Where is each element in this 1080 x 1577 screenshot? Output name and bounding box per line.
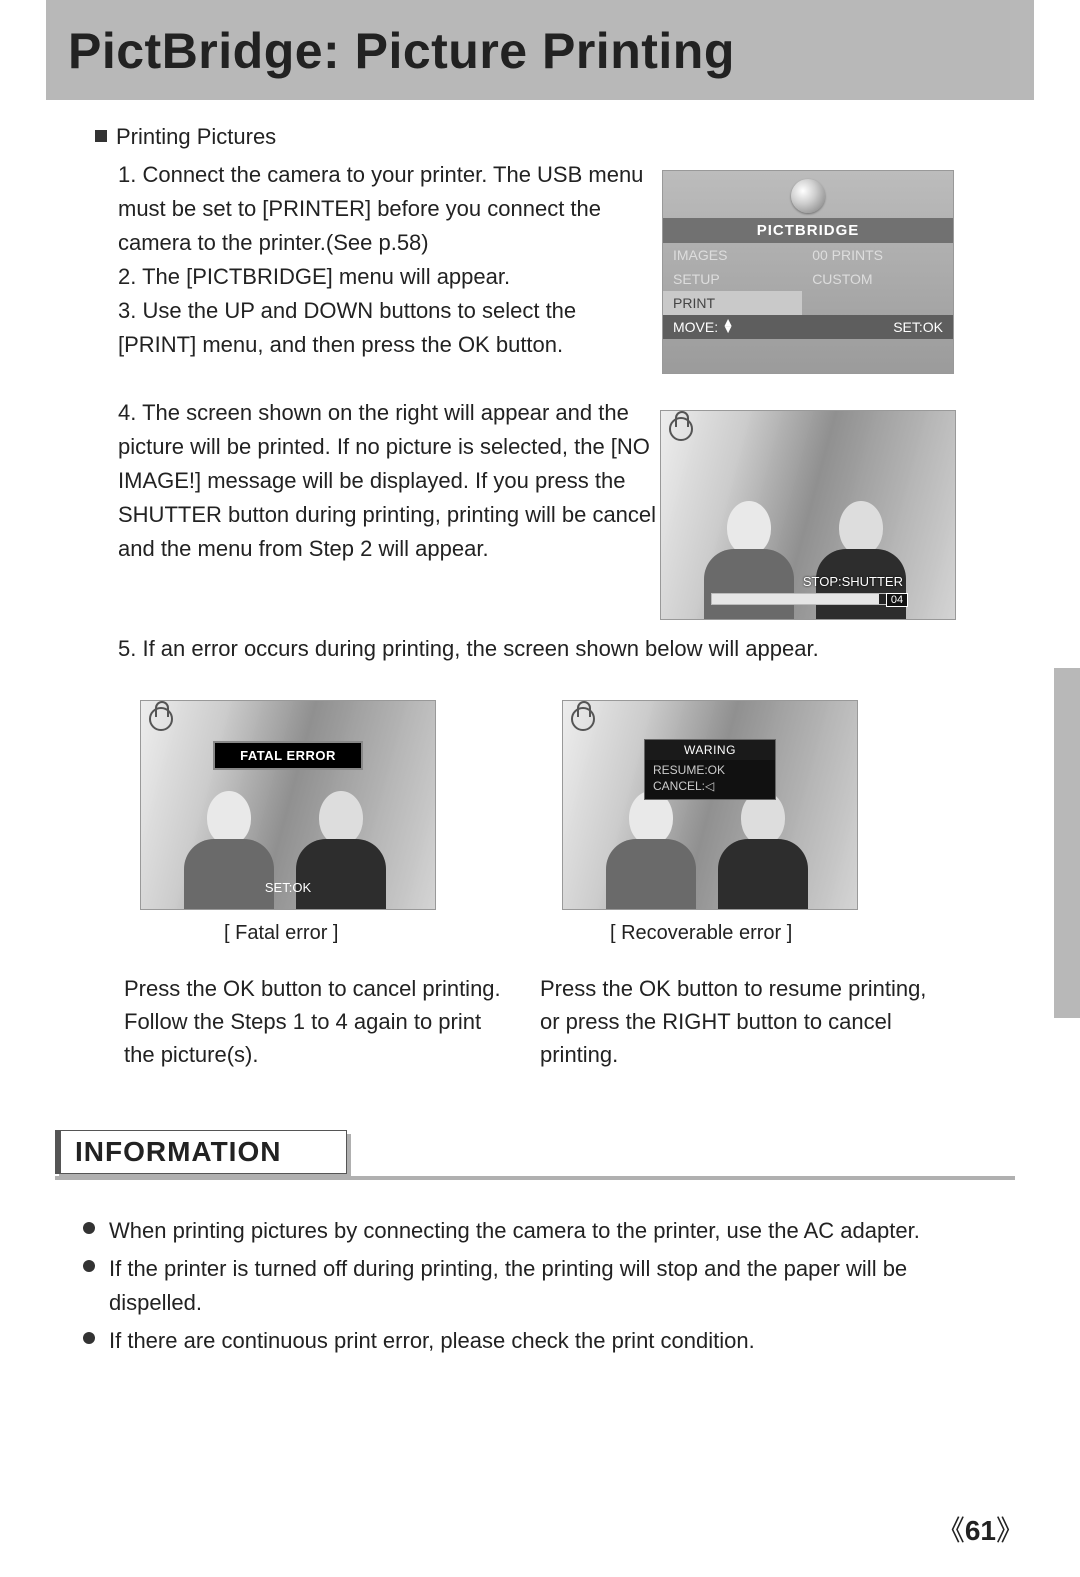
person-silhouette [741,791,785,909]
fatal-error-title: FATAL ERROR [215,743,361,768]
menu-row-images: IMAGES 00 PRINTS [663,243,953,267]
warning-box: WARING RESUME:OK CANCEL:◁ [644,739,776,800]
info-item: When printing pictures by connecting the… [109,1212,985,1250]
menu-row-print: PRINT [663,291,953,315]
recoverable-caption: [ Recoverable error ] [610,922,792,945]
menu-row-right: 00 PRINTS [802,243,953,267]
fatal-caption: [ Fatal error ] [224,922,338,945]
lcd-fatal-error: FATAL ERROR SET:OK [140,700,436,910]
progress-fill [712,594,879,604]
camera-mode-icon [571,707,595,731]
menu-body: IMAGES 00 PRINTS SETUP CUSTOM PRINT [663,243,953,315]
page-number-bracket: 》 [996,1515,1024,1546]
warning-resume-row: RESUME:OK [653,762,767,778]
step-5: 5. If an error occurs during printing, t… [118,632,938,666]
progress-count: 04 [886,593,908,607]
info-item: If the printer is turned off during prin… [109,1250,985,1322]
menu-row-right: CUSTOM [802,267,953,291]
menu-top-icon-row [663,171,953,218]
stop-shutter-label: STOP:SHUTTER [803,574,903,589]
menu-title: PICTBRIDGE [663,218,953,243]
menu-row-left: PRINT [663,291,802,315]
side-tab [1054,668,1080,1018]
camera-mode-icon [149,707,173,731]
print-progress-bar: 04 [711,593,907,605]
step-4: 4. The screen shown on the right will ap… [118,396,658,566]
person-silhouette [207,791,251,909]
warning-title: WARING [645,740,775,760]
lcd-recoverable-error: WARING RESUME:OK CANCEL:◁ [562,700,858,910]
bullet-square-icon [95,130,107,142]
fatal-description: Press the OK button to cancel printing. … [124,972,504,1071]
information-title-wrap: INFORMATION [55,1130,1015,1186]
lcd-pictbridge-menu: PICTBRIDGE IMAGES 00 PRINTS SETUP CUSTOM… [662,170,954,374]
menu-footer-move: MOVE: [673,319,734,335]
menu-row-left: IMAGES [663,243,802,267]
page-number-bracket: 《 [937,1515,965,1546]
section-header: Printing Pictures [95,124,276,150]
menu-row-setup: SETUP CUSTOM [663,267,953,291]
mode-dial-icon [791,179,825,213]
updown-icon [722,319,734,333]
page-number-value: 61 [965,1515,996,1546]
fatal-setok-label: SET:OK [265,880,311,895]
page-title: PictBridge: Picture Printing [68,22,735,80]
fatal-error-box: FATAL ERROR [213,741,363,770]
menu-row-left: SETUP [663,267,802,291]
person-silhouette [629,791,673,909]
step-3: 3. Use the UP and DOWN buttons to select… [118,294,658,362]
lcd-printing-screen: STOP:SHUTTER 04 [660,410,956,620]
info-item: If there are continuous print error, ple… [109,1322,985,1360]
page-number: 《61》 [937,1509,1024,1549]
information-underline [55,1176,1015,1180]
information-block: INFORMATION When printing pictures by co… [55,1130,1015,1360]
warning-cancel-row: CANCEL:◁ [653,778,767,794]
person-silhouette [319,791,363,909]
recoverable-description: Press the OK button to resume printing, … [540,972,940,1071]
manual-page: PictBridge: Picture Printing Printing Pi… [0,0,1080,1577]
warning-rows: RESUME:OK CANCEL:◁ [645,760,775,799]
step-2: 2. The [PICTBRIDGE] menu will appear. [118,260,658,294]
information-heading: INFORMATION [55,1130,347,1174]
menu-footer: MOVE: SET:OK [663,315,953,339]
step-1: 1. Connect the camera to your printer. T… [118,158,658,260]
information-list: When printing pictures by connecting the… [55,1186,1015,1360]
menu-footer-set: SET:OK [893,319,943,335]
camera-mode-icon [669,417,693,441]
menu-row-right [802,291,953,315]
section-header-text: Printing Pictures [116,124,276,149]
